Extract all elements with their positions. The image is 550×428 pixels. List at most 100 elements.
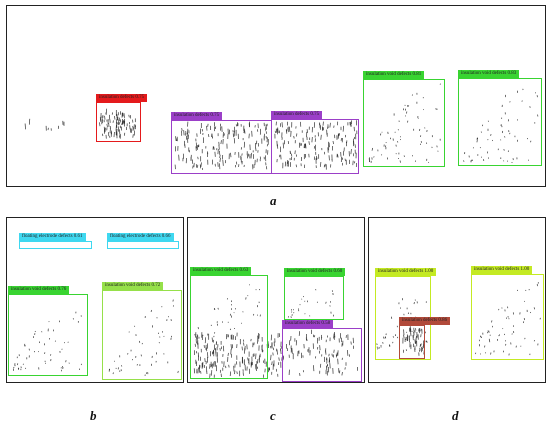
detection-label: floating electrode defects 0.61 (19, 233, 86, 241)
pattern-mark (291, 153, 293, 157)
pattern-mark (313, 122, 316, 128)
pattern-mark (380, 133, 382, 136)
pattern-mark (217, 307, 219, 310)
pattern-mark (297, 308, 300, 310)
pattern-mark (132, 134, 134, 138)
pattern-mark (426, 340, 428, 343)
pattern-mark (197, 367, 199, 374)
pattern-mark (198, 364, 200, 369)
detection-label: floating electrode defects 0.66 (107, 233, 174, 241)
detection-label: insulation void defects 1.00 (375, 268, 437, 276)
pattern-mark (334, 331, 336, 338)
panel-a: insulation defects 0.75 insulation defec… (6, 5, 546, 187)
detection-box-lightgreen: insulation void defects 0.72 (102, 282, 182, 380)
pattern-mark (284, 161, 287, 167)
detection-box-yellowgreen: insulation void defects 1.00 (471, 266, 544, 360)
pattern-mark (419, 128, 421, 131)
pattern-mark (202, 334, 204, 336)
detection-label: insulation void defects 0.60 (284, 268, 346, 276)
detection-box-brown: insulation defects 0.86 (399, 317, 451, 359)
pattern-mark (530, 140, 532, 143)
pattern-mark (337, 154, 339, 158)
pattern-mark (177, 370, 179, 374)
pattern-mark (243, 342, 245, 346)
pattern-mark (376, 343, 378, 346)
pattern-mark (308, 141, 310, 145)
pattern-mark (293, 135, 295, 139)
pattern-mark (195, 142, 198, 149)
pattern-mark (509, 101, 511, 103)
pattern-mark (329, 122, 331, 128)
pattern-mark (274, 130, 276, 133)
pattern-mark (222, 159, 224, 166)
detection-label: insulation void defects 0.83 (458, 70, 520, 78)
detection-box-red: insulation defects 0.75 (96, 94, 148, 142)
detection-label: insulation void defects 0.72 (102, 282, 164, 290)
pattern-mark (371, 148, 373, 151)
panel-d: insulation void defects 1.00 insulation … (368, 217, 546, 383)
pattern-mark (299, 142, 301, 146)
pattern-mark (24, 367, 27, 370)
pattern-mark (415, 335, 417, 339)
pattern-mark (287, 316, 290, 318)
pattern-mark (103, 126, 106, 133)
detection-label: insulation void defects 0.63 (190, 267, 252, 275)
pattern-mark (250, 152, 252, 159)
pattern-mark (28, 118, 31, 125)
detection-label: insulation defects 0.75 (271, 111, 323, 119)
pattern-mark (291, 311, 293, 313)
caption-b: b (90, 408, 97, 423)
pattern-mark (491, 320, 493, 323)
detection-box-green: insulation void defects 0.76 (8, 286, 88, 376)
prpd-pattern-d (376, 282, 541, 356)
pattern-mark (106, 123, 108, 128)
detection-box-cyan: floating electrode defects 0.61 (19, 233, 92, 249)
pattern-mark (314, 356, 317, 359)
prpd-pattern-c (193, 284, 358, 378)
panel-c: insulation void defects 0.63 insulation … (187, 217, 365, 383)
pattern-mark (326, 366, 328, 370)
pattern-mark (320, 334, 323, 338)
pattern-mark (522, 321, 525, 324)
pattern-mark (175, 136, 177, 142)
pattern-mark (230, 152, 232, 158)
pattern-mark (420, 141, 422, 143)
pattern-mark (121, 365, 123, 367)
pattern-mark (268, 367, 271, 371)
pattern-mark (219, 154, 221, 158)
pattern-mark (331, 290, 334, 292)
pattern-mark (406, 336, 408, 342)
pattern-mark (504, 136, 506, 138)
pattern-mark (344, 158, 346, 162)
pattern-mark (102, 133, 104, 137)
prpd-pattern-a (24, 83, 539, 170)
pattern-mark (204, 337, 207, 344)
pattern-mark (420, 328, 422, 332)
panel-b: floating electrode defects 0.61 floating… (6, 217, 184, 383)
pattern-mark (420, 343, 422, 346)
pattern-mark (277, 127, 279, 133)
pattern-mark (320, 161, 322, 167)
pattern-mark (490, 134, 492, 136)
pattern-mark (234, 370, 236, 375)
pattern-mark (114, 115, 116, 120)
prpd-pattern-b (12, 299, 179, 376)
pattern-mark (276, 128, 278, 135)
detection-box-cyan: floating electrode defects 0.66 (107, 233, 179, 249)
pattern-mark (325, 357, 328, 361)
pattern-mark (271, 361, 273, 366)
pattern-mark (342, 125, 344, 132)
pattern-mark (215, 351, 217, 357)
pattern-mark (44, 362, 47, 364)
pattern-mark (500, 124, 502, 126)
pattern-mark (350, 148, 352, 155)
caption-d: d (452, 408, 459, 423)
detection-box-purple: insulation defects 0.75 (271, 111, 359, 174)
pattern-mark (331, 353, 333, 357)
detection-label: insulation defects 0.86 (399, 317, 451, 325)
detection-label: insulation void defects 0.81 (363, 71, 425, 79)
detection-label: insulation void defects 1.00 (471, 266, 533, 274)
pattern-mark (289, 126, 291, 132)
pattern-mark (276, 349, 278, 355)
detection-box-green: insulation void defects 0.60 (284, 268, 346, 320)
